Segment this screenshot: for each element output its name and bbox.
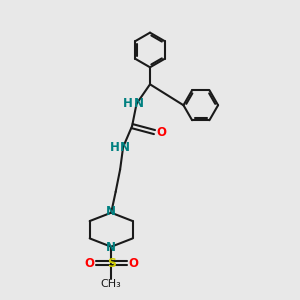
Text: S: S [107,257,116,270]
Text: H: H [123,97,133,110]
Text: N: N [120,140,130,154]
Text: O: O [84,257,94,270]
Text: N: N [106,242,116,254]
Text: O: O [156,126,166,139]
Text: CH₃: CH₃ [101,279,122,289]
Text: H: H [110,140,120,154]
Text: N: N [134,97,144,110]
Text: O: O [128,257,138,270]
Text: N: N [106,205,116,218]
